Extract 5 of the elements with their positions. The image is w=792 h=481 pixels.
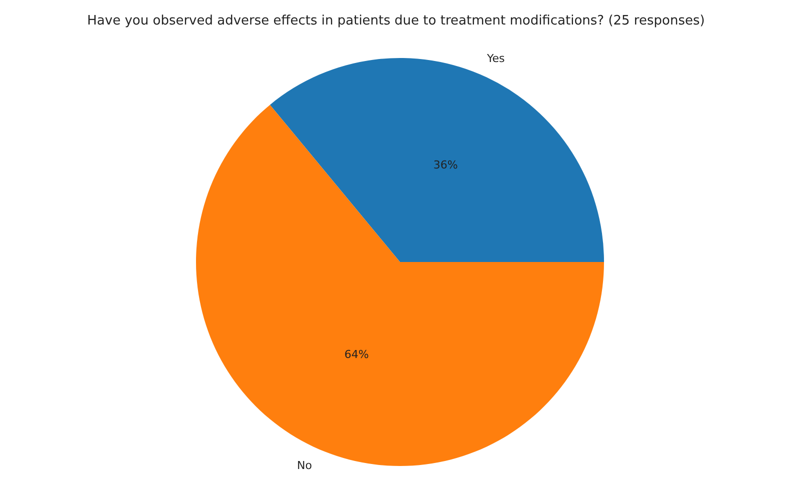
- slice-label: Yes: [486, 52, 506, 65]
- chart-title: Have you observed adverse effects in patients due to treatment modifications? (25 responses): [87, 14, 705, 29]
- slice-label: No: [297, 459, 312, 472]
- data-label: 64%: [344, 348, 369, 361]
- data-label: 36%: [433, 158, 458, 172]
